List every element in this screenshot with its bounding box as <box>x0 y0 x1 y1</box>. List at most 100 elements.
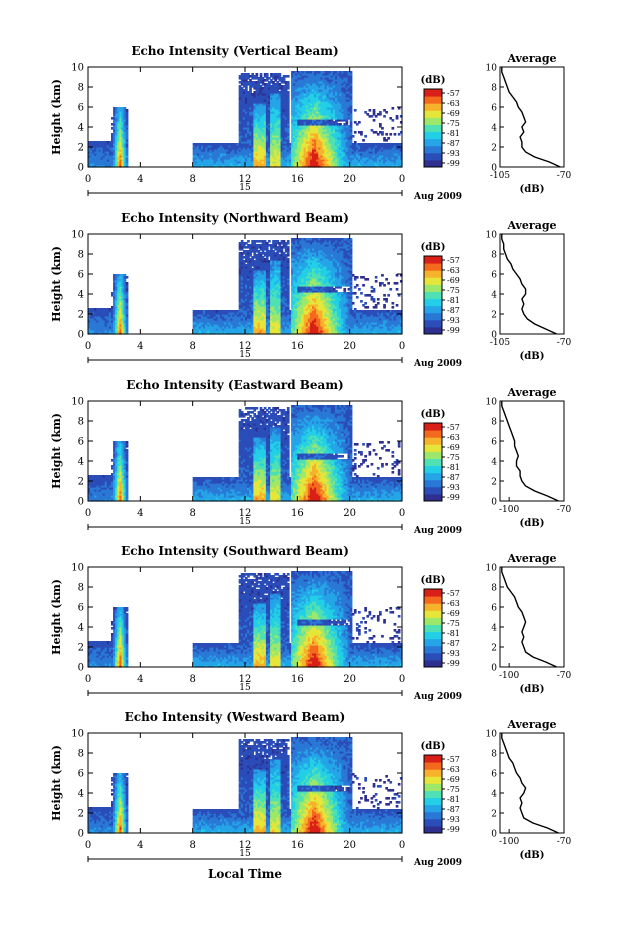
heatmap-cell <box>255 89 259 92</box>
heatmap-cell <box>230 157 233 160</box>
heatmap-cell <box>102 155 106 158</box>
heatmap-cell <box>255 85 259 88</box>
heatmap-cell <box>265 129 269 132</box>
heatmap-cell <box>113 155 116 158</box>
heatmap-cell <box>205 153 208 156</box>
heatmap-cell <box>236 151 240 154</box>
heatmap-cell <box>215 161 219 164</box>
heatmap-cell <box>257 81 261 84</box>
heatmap-cell <box>240 133 244 136</box>
heatmap-cell <box>265 165 269 168</box>
heatmap-cell <box>192 161 196 164</box>
heatmap-cell <box>119 109 123 112</box>
heatmap-cell <box>230 161 233 164</box>
heatmap-cell <box>251 105 254 108</box>
heatmap-cell <box>121 137 125 140</box>
heatmap-cell <box>117 139 120 142</box>
heatmap-cell <box>249 147 252 150</box>
heatmap-cell <box>253 165 257 168</box>
heatmap-cell <box>224 147 227 150</box>
heatmap-cell <box>209 157 213 160</box>
heatmap-cell <box>121 119 125 122</box>
heatmap-cell <box>249 155 252 158</box>
heatmap-cell <box>242 109 246 112</box>
heatmap-cell <box>96 159 100 162</box>
heatmap-cell <box>245 123 248 126</box>
heatmap-cell <box>234 153 238 156</box>
heatmap-cell <box>100 155 104 158</box>
heatmap-cell <box>261 101 265 104</box>
heatmap-cell <box>251 147 254 150</box>
heatmap-cell <box>90 147 93 150</box>
heatmap-cell <box>251 73 254 76</box>
heatmap-cell <box>257 161 261 164</box>
heatmap-cell <box>242 159 246 162</box>
heatmap-cell <box>255 107 259 110</box>
heatmap-cell <box>213 165 217 168</box>
y-tick-label: 6 <box>78 103 84 114</box>
heatmap-cell <box>261 159 265 162</box>
heatmap-cell <box>113 131 116 134</box>
heatmap-cell <box>106 143 110 146</box>
heatmap-cell <box>253 135 257 138</box>
heatmap-cell <box>245 119 248 122</box>
heatmap-cell <box>119 163 123 166</box>
heatmap-cell <box>113 117 116 120</box>
heatmap-cell <box>238 151 242 154</box>
heatmap-cell <box>224 149 227 152</box>
heatmap-cell <box>238 133 242 136</box>
heatmap-cell <box>215 155 219 158</box>
heatmap-cell <box>242 155 246 158</box>
heatmap-cell <box>240 89 244 92</box>
heatmap-cell <box>119 111 123 114</box>
heatmap-cell <box>263 91 267 94</box>
heatmap-cell <box>259 149 263 152</box>
heatmap-cell <box>104 155 108 158</box>
heatmap-cell <box>115 157 118 160</box>
heatmap-cell <box>205 147 208 150</box>
heatmap-cell <box>251 165 254 168</box>
heatmap-cell <box>265 157 269 160</box>
heatmap-cell <box>240 81 244 84</box>
heatmap-cell <box>88 143 91 146</box>
heatmap-cell <box>257 121 261 124</box>
heatmap-cell <box>255 131 259 134</box>
heatmap-cell <box>261 145 265 148</box>
heatmap-cell <box>121 115 125 118</box>
heatmap-cell <box>96 165 100 168</box>
heatmap-cell <box>242 153 246 156</box>
heatmap-cell <box>253 139 257 142</box>
heatmap-cell <box>249 79 252 82</box>
heatmap-cell <box>253 133 257 136</box>
heatmap-cell <box>249 83 252 86</box>
heatmap-cell <box>119 135 123 138</box>
heatmap-cell <box>96 157 100 160</box>
heatmap-cell <box>104 163 108 166</box>
heatmap-cell <box>251 139 254 142</box>
heatmap-cell <box>106 155 110 158</box>
heatmap-cell <box>119 131 123 134</box>
heatmap-cell <box>222 157 225 160</box>
heatmap-cell <box>113 151 116 154</box>
heatmap-cell <box>125 131 129 134</box>
heatmap-cell <box>196 151 200 154</box>
avg-y-tick-label: 8 <box>491 84 497 94</box>
colorbar-swatch <box>424 131 442 140</box>
heatmap-cell <box>209 145 213 148</box>
heatmap-cell <box>123 147 127 150</box>
heatmap-cell <box>253 153 257 156</box>
heatmap-cell <box>263 109 267 112</box>
heatmap-cell <box>115 135 118 138</box>
heatmap-cell <box>121 129 125 132</box>
heatmap-cell <box>117 151 120 154</box>
heatmap-cell <box>88 153 91 156</box>
heatmap-cell <box>247 129 250 132</box>
heatmap-cell <box>247 99 250 102</box>
heatmap-cell <box>245 143 248 146</box>
heatmap-cell <box>224 161 227 164</box>
heatmap-cell <box>228 151 231 154</box>
heatmap-cell <box>106 161 110 164</box>
heatmap-cell <box>265 111 269 114</box>
heatmap-cell <box>102 153 106 156</box>
heatmap-cell <box>198 151 202 154</box>
